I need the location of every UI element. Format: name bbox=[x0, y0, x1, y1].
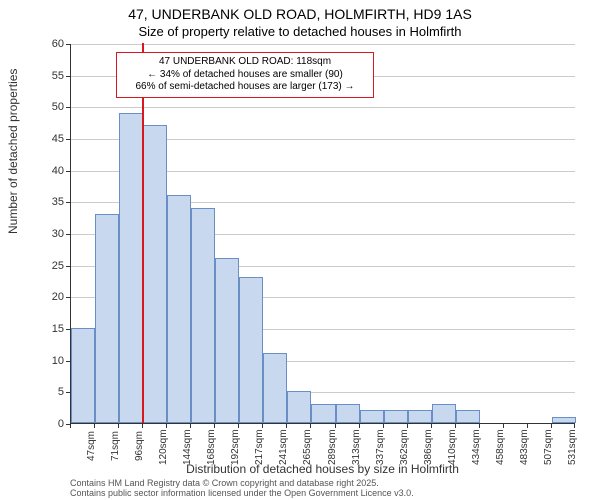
histogram-bar bbox=[336, 404, 360, 423]
chart-title-main: 47, UNDERBANK OLD ROAD, HOLMFIRTH, HD9 1… bbox=[0, 0, 600, 22]
ytick-label: 5 bbox=[34, 386, 64, 398]
xtick-label: 289sqm bbox=[327, 431, 338, 465]
histogram-bar bbox=[191, 208, 215, 423]
histogram-bar bbox=[119, 113, 143, 423]
ytick-label: 35 bbox=[34, 196, 64, 208]
xtick-label: 265sqm bbox=[302, 431, 313, 465]
ytick-label: 15 bbox=[34, 323, 64, 335]
xtick-label: 458sqm bbox=[495, 431, 506, 465]
ytick-label: 30 bbox=[34, 228, 64, 240]
annotation-line1: 47 UNDERBANK OLD ROAD: 118sqm bbox=[123, 56, 367, 69]
xtick-mark bbox=[455, 424, 456, 428]
histogram-bar bbox=[143, 125, 167, 423]
xtick-mark bbox=[479, 424, 480, 428]
xtick-label: 241sqm bbox=[278, 431, 289, 465]
histogram-bar bbox=[263, 353, 287, 423]
xtick-label: 217sqm bbox=[254, 431, 265, 465]
xtick-label: 71sqm bbox=[110, 431, 121, 465]
xtick-mark bbox=[166, 424, 167, 428]
property-marker-line bbox=[142, 43, 144, 423]
xtick-label: 483sqm bbox=[519, 431, 530, 465]
xtick-mark bbox=[214, 424, 215, 428]
xtick-label: 410sqm bbox=[447, 431, 458, 465]
xtick-mark bbox=[551, 424, 552, 428]
xtick-mark bbox=[142, 424, 143, 428]
xtick-mark bbox=[527, 424, 528, 428]
xtick-label: 337sqm bbox=[375, 431, 386, 465]
annotation-line2: ← 34% of detached houses are smaller (90… bbox=[123, 69, 367, 82]
plot-area: 47 UNDERBANK OLD ROAD: 118sqm ← 34% of d… bbox=[70, 44, 575, 424]
xtick-label: 362sqm bbox=[399, 431, 410, 465]
xtick-mark bbox=[503, 424, 504, 428]
histogram-bar bbox=[71, 328, 95, 423]
xtick-mark bbox=[310, 424, 311, 428]
histogram-bar bbox=[552, 417, 576, 423]
ytick-label: 50 bbox=[34, 101, 64, 113]
xtick-label: 144sqm bbox=[182, 431, 193, 465]
histogram-bar bbox=[215, 258, 239, 423]
gridline bbox=[71, 44, 575, 45]
xtick-mark bbox=[383, 424, 384, 428]
histogram-bar bbox=[167, 195, 191, 423]
xtick-mark bbox=[262, 424, 263, 428]
xtick-mark bbox=[407, 424, 408, 428]
histogram-bar bbox=[360, 410, 384, 423]
xtick-mark bbox=[238, 424, 239, 428]
xtick-label: 531sqm bbox=[567, 431, 578, 465]
histogram-bar bbox=[408, 410, 432, 423]
xtick-label: 120sqm bbox=[158, 431, 169, 465]
xtick-label: 96sqm bbox=[134, 431, 145, 465]
annotation-line3: 66% of semi-detached houses are larger (… bbox=[123, 81, 367, 94]
histogram-bar bbox=[456, 410, 480, 423]
xtick-mark bbox=[574, 424, 575, 428]
histogram-bar bbox=[311, 404, 335, 423]
xtick-mark bbox=[70, 424, 71, 428]
ytick-label: 60 bbox=[34, 38, 64, 50]
chart-title-sub: Size of property relative to detached ho… bbox=[0, 22, 600, 39]
xtick-mark bbox=[190, 424, 191, 428]
xtick-mark bbox=[431, 424, 432, 428]
footer-copyright-2: Contains public sector information licen… bbox=[70, 488, 414, 498]
xtick-mark bbox=[94, 424, 95, 428]
ytick-label: 45 bbox=[34, 133, 64, 145]
xtick-label: 313sqm bbox=[351, 431, 362, 465]
y-axis-title: Number of detached properties bbox=[6, 69, 20, 234]
xtick-label: 386sqm bbox=[423, 431, 434, 465]
annotation-box: 47 UNDERBANK OLD ROAD: 118sqm ← 34% of d… bbox=[116, 52, 374, 98]
gridline bbox=[71, 107, 575, 108]
property-size-chart: 47, UNDERBANK OLD ROAD, HOLMFIRTH, HD9 1… bbox=[0, 0, 600, 500]
xtick-label: 192sqm bbox=[230, 431, 241, 465]
histogram-bar bbox=[384, 410, 408, 423]
ytick-label: 25 bbox=[34, 260, 64, 272]
xtick-mark bbox=[118, 424, 119, 428]
ytick-label: 40 bbox=[34, 165, 64, 177]
xtick-label: 507sqm bbox=[543, 431, 554, 465]
xtick-label: 168sqm bbox=[206, 431, 217, 465]
histogram-bar bbox=[287, 391, 311, 423]
ytick-label: 10 bbox=[34, 355, 64, 367]
ytick-label: 55 bbox=[34, 70, 64, 82]
xtick-label: 47sqm bbox=[86, 431, 97, 465]
xtick-label: 434sqm bbox=[471, 431, 482, 465]
histogram-bar bbox=[432, 404, 456, 423]
footer-copyright-1: Contains HM Land Registry data © Crown c… bbox=[70, 478, 379, 488]
xtick-mark bbox=[359, 424, 360, 428]
histogram-bar bbox=[239, 277, 263, 423]
x-axis-title: Distribution of detached houses by size … bbox=[70, 462, 575, 476]
ytick-label: 20 bbox=[34, 291, 64, 303]
ytick-label: 0 bbox=[34, 418, 64, 430]
xtick-mark bbox=[335, 424, 336, 428]
histogram-bar bbox=[95, 214, 119, 423]
xtick-mark bbox=[286, 424, 287, 428]
